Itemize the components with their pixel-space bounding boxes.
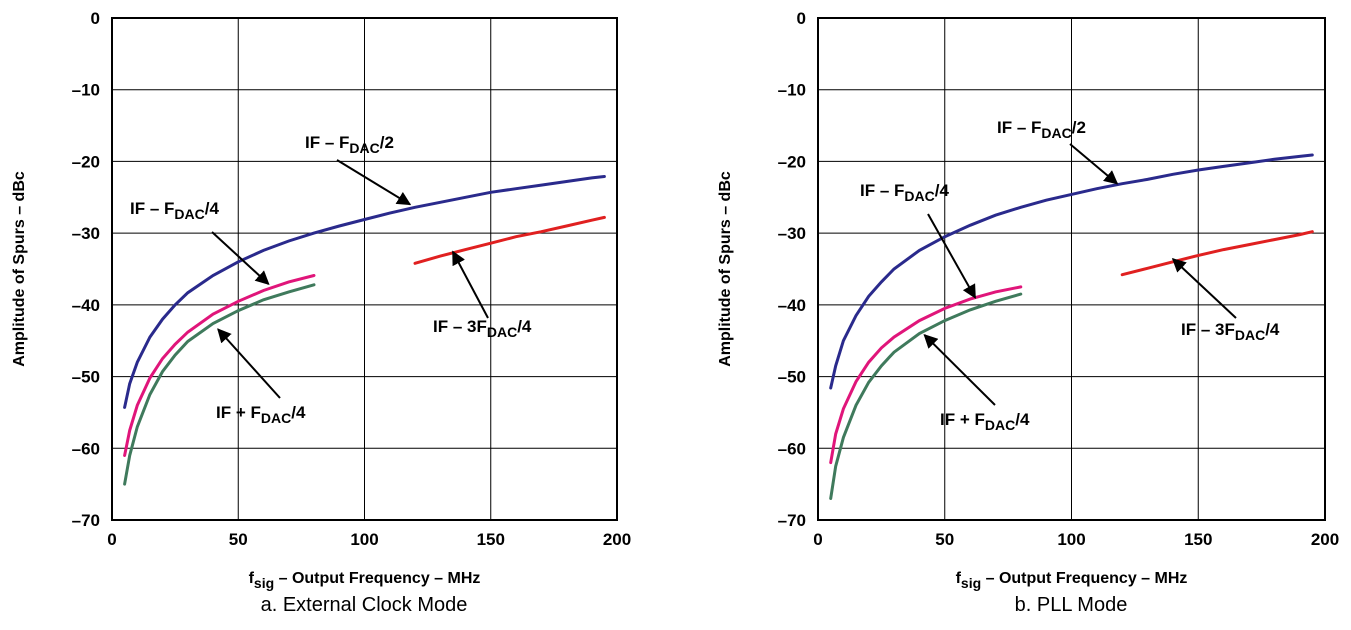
series-label-suffix: /4 <box>1265 320 1280 339</box>
y-axis-label: Amplitude of Spurs – dBc <box>11 171 28 367</box>
x-tick-label: 0 <box>813 530 822 549</box>
annotation-arrow <box>211 231 270 286</box>
x-axis-label-main: f <box>956 570 962 587</box>
x-tick-label: 50 <box>935 530 954 549</box>
series-label-main: IF – F <box>860 181 904 200</box>
x-axis-label-subscript: sig <box>254 575 274 591</box>
annotation-arrow <box>923 333 996 406</box>
y-tick-label: –30 <box>778 224 806 243</box>
series-line-3 <box>123 283 316 486</box>
annotation-arrow <box>451 250 489 319</box>
y-axis-label: Amplitude of Spurs – dBc <box>717 171 734 367</box>
annotation-arrow <box>1069 143 1119 185</box>
series-line-2 <box>123 274 316 457</box>
series-label-main: IF – 3F <box>433 317 487 336</box>
plot-frame <box>817 17 1326 521</box>
chart-panel-1: 0 50 100 150 200 0 –10 –20 –30 –40 –50 –60 –70 Amplit… <box>11 9 631 616</box>
y-tick-label: 0 <box>797 9 806 28</box>
series-label-suffix: /2 <box>380 133 394 152</box>
annotation-arrow <box>336 159 412 206</box>
y-tick-label: 0 <box>91 9 100 28</box>
series-label-main: IF – F <box>305 133 349 152</box>
chart-caption: a. External Clock Mode <box>261 594 468 616</box>
y-tick-label: –60 <box>72 439 100 458</box>
series-label-subscript: DAC <box>174 206 204 222</box>
series-label-subscript: DAC <box>487 324 517 340</box>
x-axis-label-rest: – Output Frequency – MHz <box>981 570 1187 587</box>
x-tick-label: 150 <box>477 530 505 549</box>
y-tick-label: –30 <box>72 224 100 243</box>
plot-frame <box>111 17 618 521</box>
y-tick-label: –50 <box>778 368 806 387</box>
chart-panel-2: 0 50 100 150 200 0 –10 –20 –30 –40 –50 –60 –70 Amplit… <box>717 9 1339 616</box>
x-axis-label-main: f <box>249 570 255 587</box>
series-line-1 <box>123 175 606 409</box>
series-label-3: IF + FDAC/4 <box>216 403 306 426</box>
x-tick-label: 100 <box>1057 530 1085 549</box>
x-tick-label: 50 <box>229 530 248 549</box>
series-label-main: IF – 3F <box>1181 320 1235 339</box>
series-label-2: IF – FDAC/4 <box>860 181 949 204</box>
y-tick-label: –70 <box>778 511 806 530</box>
series-label-suffix: /4 <box>1015 410 1030 429</box>
series-label-main: IF + F <box>940 410 985 429</box>
y-tick-label: –40 <box>778 296 806 315</box>
series-label-1: IF – FDAC/2 <box>997 118 1086 141</box>
series-label-suffix: /4 <box>205 199 220 218</box>
y-tick-label: –20 <box>778 152 806 171</box>
x-tick-label: 100 <box>350 530 378 549</box>
series-label-main: IF – F <box>997 118 1041 137</box>
series-label-suffix: /4 <box>935 181 950 200</box>
x-axis-label: fsig – Output Frequency – MHz <box>249 570 481 591</box>
series-label-subscript: DAC <box>1041 125 1071 141</box>
series-label-4: IF – 3FDAC/4 <box>433 317 532 340</box>
series-label-subscript: DAC <box>1235 327 1265 343</box>
annotation-arrow <box>217 328 281 399</box>
series-label-main: IF – F <box>130 199 174 218</box>
y-tick-label: –10 <box>778 81 806 100</box>
series-label-subscript: DAC <box>904 188 934 204</box>
y-tick-label: –60 <box>778 439 806 458</box>
series-label-3: IF + FDAC/4 <box>940 410 1030 433</box>
series-line-1 <box>829 153 1314 390</box>
series-line-3 <box>829 292 1023 500</box>
x-axis-label: fsig – Output Frequency – MHz <box>956 570 1188 591</box>
y-tick-label: –40 <box>72 296 100 315</box>
series-label-suffix: /4 <box>291 403 306 422</box>
series-label-subscript: DAC <box>261 410 291 426</box>
x-tick-label: 200 <box>603 530 631 549</box>
annotation-arrow <box>927 213 977 299</box>
series-line-4 <box>413 215 606 265</box>
x-tick-label: 0 <box>107 530 116 549</box>
annotation-arrow <box>1171 258 1237 319</box>
series-label-main: IF + F <box>216 403 261 422</box>
x-tick-label: 200 <box>1311 530 1339 549</box>
series-label-subscript: DAC <box>349 140 379 156</box>
series-line-4 <box>1120 230 1314 277</box>
series-label-4: IF – 3FDAC/4 <box>1181 320 1280 343</box>
y-tick-label: –50 <box>72 368 100 387</box>
series-label-1: IF – FDAC/2 <box>305 133 394 156</box>
series-label-suffix: /2 <box>1072 118 1086 137</box>
x-axis-label-rest: – Output Frequency – MHz <box>274 570 480 587</box>
x-tick-label: 150 <box>1184 530 1212 549</box>
y-tick-label: –10 <box>72 81 100 100</box>
y-tick-label: –70 <box>72 511 100 530</box>
series-label-suffix: /4 <box>517 317 532 336</box>
x-axis-label-subscript: sig <box>961 575 981 591</box>
y-tick-label: –20 <box>72 152 100 171</box>
chart-caption: b. PLL Mode <box>1015 594 1128 616</box>
series-label-subscript: DAC <box>985 417 1015 433</box>
series-label-2: IF – FDAC/4 <box>130 199 219 222</box>
